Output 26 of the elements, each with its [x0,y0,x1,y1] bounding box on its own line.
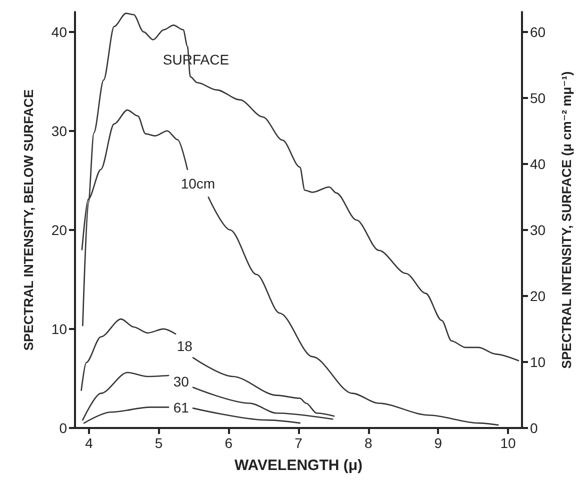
x-tick-label: 4 [85,435,94,451]
y2-tick-label: 10 [530,354,546,370]
x-tick-label: 8 [364,435,372,451]
series-label: 30 [173,373,190,390]
x-axis-title: WAVELENGTH (μ) [234,457,363,474]
x-tick-label: 10 [500,435,516,451]
series-label: 18 [176,338,193,354]
y-axis-title: SPECTRAL INTENSITY, BELOW SURFACE [21,89,36,351]
series-label: 10cm [180,175,216,192]
y2-tick-label: 60 [530,24,546,40]
y-tick-label: 20 [51,222,68,238]
y2-axis-title: SPECTRAL INTENSITY, SURFACE (μ cm⁻² mμ⁻¹) [559,71,574,369]
y2-tick-label: 20 [530,288,546,304]
y2-tick-label: 50 [530,90,546,106]
y-tick-label: 0 [59,420,68,436]
y-tick-label: 10 [51,320,68,337]
x-tick-label: 9 [434,435,442,451]
y-tick-label: 40 [51,24,68,40]
y2-tick-label: 40 [530,156,546,172]
x-tick-label: 5 [154,435,163,451]
series-label: 61 [173,400,190,416]
x-tick-label: 7 [294,435,303,451]
y-tick-label: 30 [51,122,68,139]
y2-tick-label: 30 [530,222,546,238]
y2-tick-label: 0 [530,420,538,436]
x-tick-label: 6 [224,435,233,451]
